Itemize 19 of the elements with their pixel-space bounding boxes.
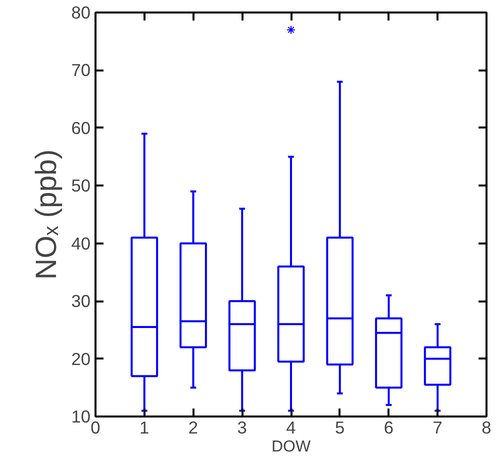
x-tick-label: 3 bbox=[237, 418, 247, 438]
y-tick-label: 40 bbox=[71, 233, 91, 254]
y-tick-label: 80 bbox=[71, 2, 91, 22]
y-tick-label: 50 bbox=[71, 176, 91, 196]
x-tick-label: 2 bbox=[188, 418, 198, 438]
x-axis-title: DOW bbox=[271, 438, 312, 456]
y-tick-label: 10 bbox=[71, 406, 91, 426]
x-tick-label: 8 bbox=[482, 418, 492, 438]
y-tick-label: 70 bbox=[71, 60, 91, 80]
x-tick-label: 0 bbox=[90, 418, 100, 438]
x-tick-label: 4 bbox=[286, 418, 296, 438]
x-tick-label: 6 bbox=[384, 418, 394, 438]
y-tick-label: 30 bbox=[71, 291, 91, 312]
x-tick-label: 5 bbox=[335, 418, 345, 438]
x-tick-label: 7 bbox=[432, 418, 442, 438]
y-tick-label: 20 bbox=[71, 348, 91, 369]
y-tick-label: 60 bbox=[71, 118, 91, 138]
x-tick-label: 1 bbox=[140, 418, 150, 438]
y-axis-title: NOₓ (ppb) bbox=[30, 149, 64, 280]
